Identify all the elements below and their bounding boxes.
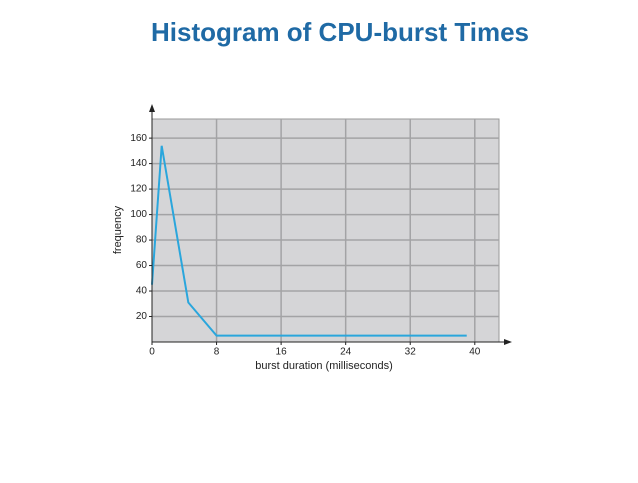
- y-axis-label: frequency: [112, 205, 124, 254]
- y-tick-label: 160: [130, 133, 147, 144]
- y-tick-label: 120: [130, 184, 147, 195]
- x-tick-label: 24: [340, 347, 352, 358]
- plot-background: [151, 118, 500, 343]
- x-axis-label: burst duration (milliseconds): [255, 360, 393, 372]
- y-tick-label: 80: [136, 235, 148, 246]
- y-axis-arrow: [149, 104, 155, 112]
- y-tick-label: 20: [136, 311, 148, 322]
- x-tick-label: 40: [469, 347, 481, 358]
- plot: 20 40 60 80 100 120 140 160 0 8 16 24 32 40: [130, 118, 500, 358]
- y-tick-label: 100: [130, 209, 147, 220]
- x-tick-label: 16: [276, 347, 288, 358]
- y-tick-label: 40: [136, 286, 148, 297]
- x-tick-label: 0: [149, 347, 155, 358]
- x-tick-label: 32: [405, 347, 417, 358]
- chart-title: Histogram of CPU-burst Times: [151, 17, 529, 47]
- y-tick-label: 60: [136, 260, 148, 271]
- line: [151, 145, 467, 337]
- x-axis-arrow: [504, 339, 512, 345]
- x-tick-label: 8: [214, 347, 220, 358]
- y-tick-label: 140: [130, 158, 147, 169]
